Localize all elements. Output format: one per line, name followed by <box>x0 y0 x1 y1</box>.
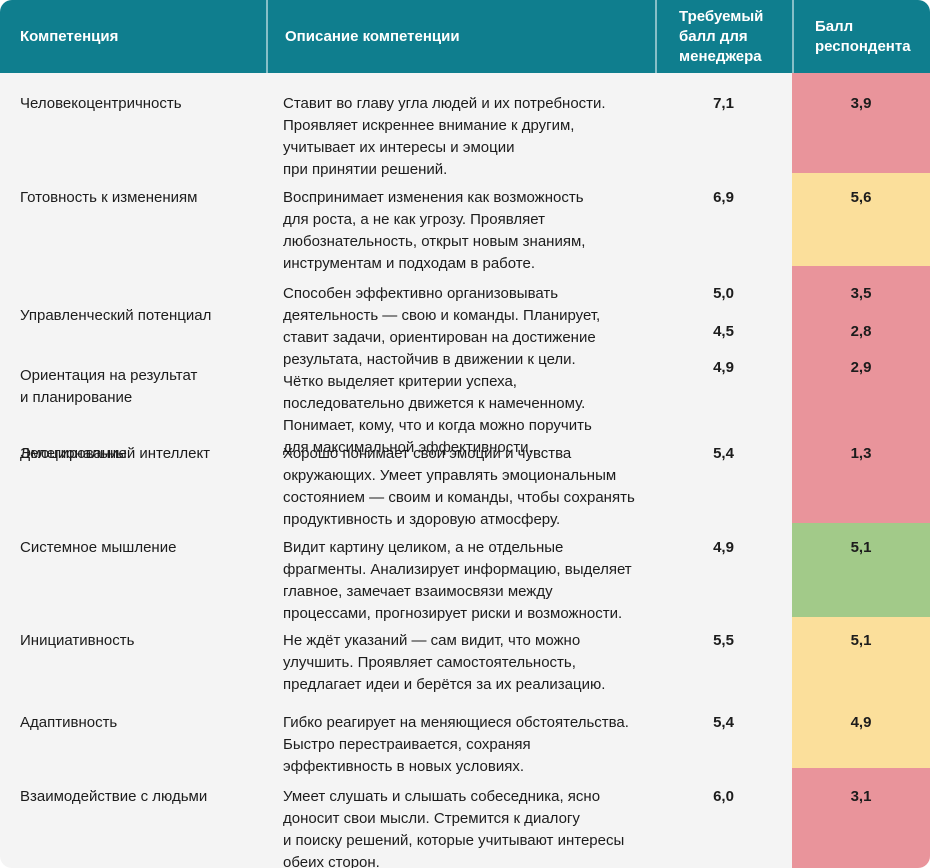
respondent-score-cell: 3,9 <box>792 73 930 181</box>
respondent-score-cell: 5,6 <box>792 173 930 275</box>
required-score: 4,5 <box>713 323 734 340</box>
table-row: Адаптивность Гибко реагирует на меняющие… <box>0 700 930 778</box>
required-score: 6,0 <box>713 788 734 805</box>
column-header-required-score: Требуемый балл для менеджера <box>655 0 792 73</box>
competency-name-group: Управленческий потенциал Ориентация на р… <box>0 266 266 487</box>
competency-name: Взаимодействие с людьми <box>20 788 208 805</box>
table-header-row: Компетенция Описание компетенции Требуем… <box>0 0 930 73</box>
competency-name: Инициативность <box>20 632 135 649</box>
table-row: Системное мышление Видит картину целиком… <box>0 523 930 625</box>
competency-description: Умеет слушать и слышать собеседника, ясн… <box>283 788 625 868</box>
competency-description: Гибко реагирует на меняющиеся обстоятель… <box>283 714 629 775</box>
required-score: 7,1 <box>713 95 734 112</box>
competency-name: Ориентация на результат и планирование <box>20 367 198 406</box>
competency-name: Системное мышление <box>20 539 177 556</box>
table-row: Взаимодействие с людьми Умеет слушать и … <box>0 768 930 868</box>
competency-description: Воспринимает изменения как возможность д… <box>283 189 586 272</box>
required-score-group: 5,0 4,5 4,9 <box>655 266 792 487</box>
table-row: Готовность к изменениям Воспринимает изм… <box>0 173 930 275</box>
competency-description: Способен эффективно организовывать деяте… <box>283 285 601 456</box>
required-score: 4,9 <box>713 359 734 376</box>
column-header-competency: Компетенция <box>20 27 119 45</box>
table-row: Человекоцентричность Ставит во главу угл… <box>0 73 930 181</box>
required-score: 5,5 <box>713 632 734 649</box>
column-header-respondent-score: Балл респондента <box>792 0 930 73</box>
required-score: 5,4 <box>713 445 734 462</box>
respondent-score-cell: 1,3 <box>792 425 930 531</box>
required-score: 5,4 <box>713 714 734 731</box>
respondent-score-cell: 5,1 <box>792 617 930 700</box>
respondent-score-cell: 3,1 <box>792 768 930 868</box>
competency-name: Делегирование <box>20 445 127 462</box>
competency-description: Не ждёт указаний — сам видит, что можно … <box>283 632 606 693</box>
competency-name: Адаптивность <box>20 714 118 731</box>
competency-name: Человекоцентричность <box>20 95 182 112</box>
competency-name: Эмоциональный интеллект <box>20 445 211 462</box>
competency-name: Управленческий потенциал <box>20 307 212 324</box>
required-score: 4,9 <box>713 539 734 556</box>
respondent-score: 2,9 <box>850 359 872 376</box>
table-row-merged: Управленческий потенциал Ориентация на р… <box>0 266 930 487</box>
respondent-score-cell: 5,1 <box>792 523 930 625</box>
required-score: 6,9 <box>713 189 734 206</box>
respondent-score: 2,8 <box>850 323 872 340</box>
respondent-score: 3,5 <box>850 285 872 302</box>
required-score: 5,0 <box>713 285 734 302</box>
table-row: Эмоциональный интеллект Хорошо понимает … <box>0 425 930 531</box>
competency-description: Видит картину целиком, а не отдельные фр… <box>283 539 632 622</box>
competency-description: Хорошо понимает свои эмоции и чувства ок… <box>283 445 635 528</box>
respondent-score-cell: 4,9 <box>792 700 930 778</box>
table-row: Инициативность Не ждёт указаний — сам ви… <box>0 617 930 700</box>
competency-description: Ставит во главу угла людей и их потребно… <box>283 95 606 178</box>
column-header-description: Описание компетенции <box>266 0 655 73</box>
competency-name: Готовность к изменениям <box>20 189 198 206</box>
